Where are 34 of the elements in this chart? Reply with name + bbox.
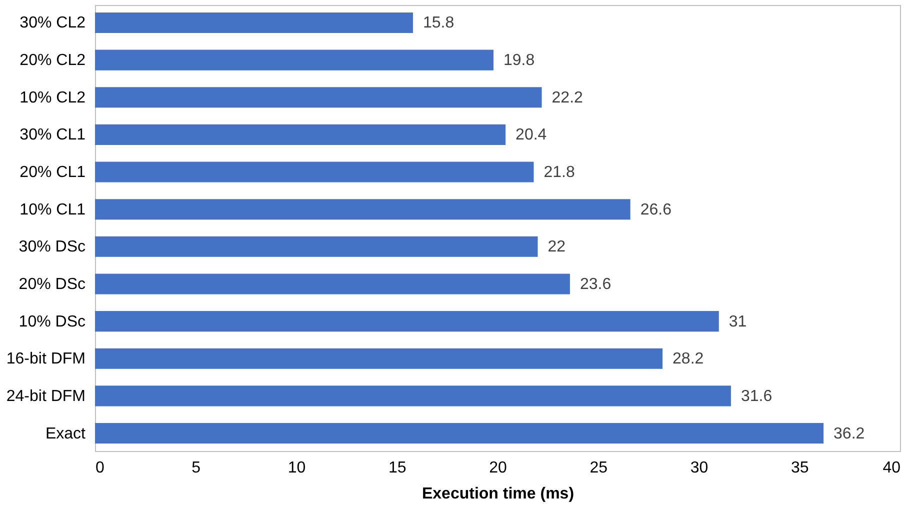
x-tick-label: 35 — [790, 460, 809, 476]
y-tick-label: 10% CL1 — [20, 201, 86, 218]
y-tick-label: 24-bit DFM — [6, 388, 86, 405]
y-tick-label: 16-bit DFM — [6, 350, 86, 368]
data-label: 31 — [728, 313, 747, 330]
data-label: 36.2 — [834, 425, 865, 442]
x-tick-label: 0 — [96, 460, 104, 476]
y-tick-label: 20% CL2 — [20, 52, 86, 70]
data-label: 28.2 — [672, 350, 704, 368]
x-tick-label: 25 — [590, 460, 608, 476]
data-label: 23.6 — [580, 276, 612, 293]
y-tick-label: 30% DSc — [18, 238, 86, 256]
x-tick-label: 20 — [489, 460, 507, 476]
y-tick-label: 20% DSc — [18, 276, 86, 293]
data-label: 20.4 — [516, 126, 547, 144]
x-tick-label: 30 — [690, 460, 708, 476]
x-tick-label: 10 — [288, 460, 306, 476]
data-label: 26.6 — [640, 201, 672, 218]
data-label: 19.8 — [503, 52, 535, 70]
data-label: 15.8 — [422, 14, 454, 32]
x-tick-label: 40 — [882, 460, 901, 476]
y-tick-label: Exact — [45, 425, 86, 442]
y-tick-label: 30% CL2 — [20, 14, 86, 32]
x-axis-title: Execution time (ms) — [422, 486, 574, 502]
data-label: 31.6 — [740, 388, 772, 405]
y-tick-label: 10% CL2 — [20, 89, 86, 106]
data-label: 22.2 — [552, 89, 584, 106]
x-tick-label: 5 — [192, 460, 201, 476]
y-tick-label: 30% CL1 — [20, 126, 86, 144]
y-tick-label: 20% CL1 — [20, 164, 86, 182]
y-tick-label: 10% DSc — [18, 313, 86, 330]
x-tick-label: 15 — [388, 460, 406, 476]
data-label: 21.8 — [544, 164, 575, 182]
data-label: 22 — [548, 238, 566, 256]
